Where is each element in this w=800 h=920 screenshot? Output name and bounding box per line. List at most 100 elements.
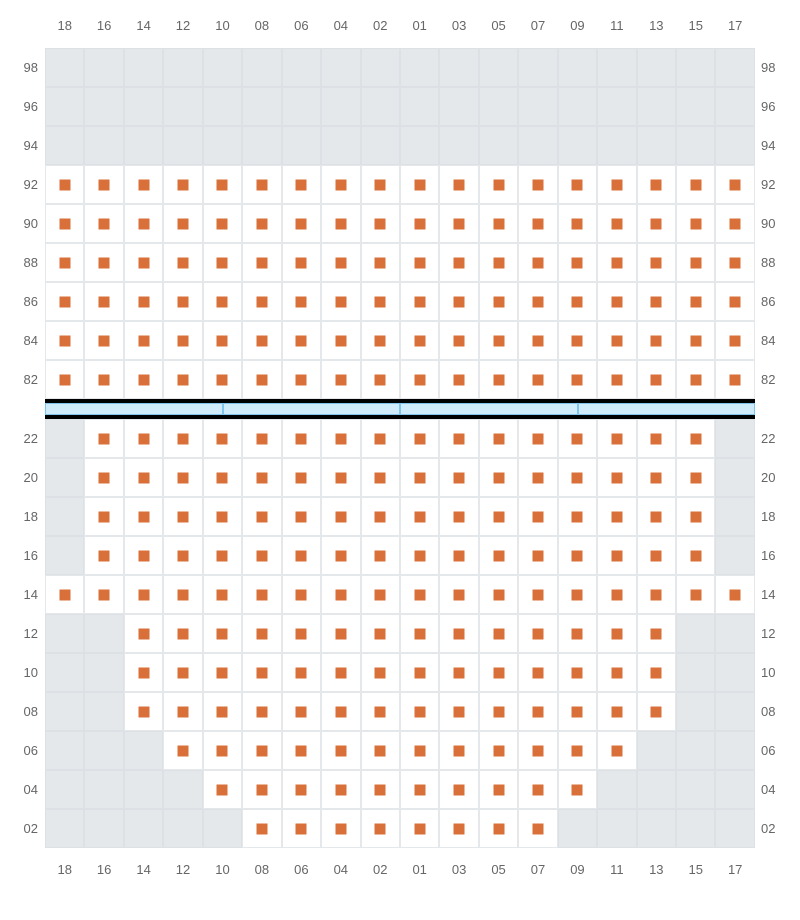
seat-cell[interactable]: [282, 809, 321, 848]
seat-cell[interactable]: [84, 497, 123, 536]
seat-cell[interactable]: [282, 419, 321, 458]
seat-cell[interactable]: [400, 458, 439, 497]
seat-cell[interactable]: [282, 458, 321, 497]
seat-cell[interactable]: [321, 809, 360, 848]
seat-cell[interactable]: [439, 653, 478, 692]
seat-cell[interactable]: [597, 692, 636, 731]
seat-cell[interactable]: [124, 321, 163, 360]
seat-cell[interactable]: [84, 165, 123, 204]
seat-cell[interactable]: [163, 419, 202, 458]
seat-cell[interactable]: [558, 243, 597, 282]
seat-cell[interactable]: [84, 321, 123, 360]
seat-cell[interactable]: [45, 165, 84, 204]
seat-cell[interactable]: [597, 575, 636, 614]
seat-cell[interactable]: [163, 536, 202, 575]
seat-cell[interactable]: [124, 243, 163, 282]
seat-cell[interactable]: [479, 692, 518, 731]
seat-cell[interactable]: [637, 419, 676, 458]
seat-cell[interactable]: [321, 282, 360, 321]
seat-cell[interactable]: [558, 282, 597, 321]
seat-cell[interactable]: [479, 204, 518, 243]
seat-cell[interactable]: [321, 165, 360, 204]
seat-cell[interactable]: [715, 321, 754, 360]
seat-cell[interactable]: [558, 165, 597, 204]
seat-cell[interactable]: [676, 497, 715, 536]
seat-cell[interactable]: [163, 575, 202, 614]
seat-cell[interactable]: [597, 419, 636, 458]
seat-cell[interactable]: [203, 497, 242, 536]
seat-cell[interactable]: [597, 653, 636, 692]
seat-cell[interactable]: [84, 575, 123, 614]
seat-cell[interactable]: [242, 360, 281, 399]
seat-cell[interactable]: [203, 419, 242, 458]
seat-cell[interactable]: [597, 731, 636, 770]
seat-cell[interactable]: [282, 536, 321, 575]
seat-cell[interactable]: [518, 458, 557, 497]
seat-cell[interactable]: [400, 653, 439, 692]
seat-cell[interactable]: [597, 497, 636, 536]
seat-cell[interactable]: [242, 653, 281, 692]
seat-cell[interactable]: [163, 614, 202, 653]
seat-cell[interactable]: [637, 360, 676, 399]
seat-cell[interactable]: [518, 770, 557, 809]
seat-cell[interactable]: [361, 614, 400, 653]
seat-cell[interactable]: [84, 282, 123, 321]
seat-cell[interactable]: [321, 614, 360, 653]
seat-cell[interactable]: [361, 692, 400, 731]
seat-cell[interactable]: [479, 497, 518, 536]
seat-cell[interactable]: [282, 575, 321, 614]
seat-cell[interactable]: [479, 731, 518, 770]
seat-cell[interactable]: [637, 575, 676, 614]
seat-cell[interactable]: [518, 165, 557, 204]
seat-cell[interactable]: [715, 575, 754, 614]
seat-cell[interactable]: [163, 458, 202, 497]
seat-cell[interactable]: [242, 614, 281, 653]
seat-cell[interactable]: [124, 458, 163, 497]
seat-cell[interactable]: [637, 497, 676, 536]
seat-cell[interactable]: [361, 536, 400, 575]
seat-cell[interactable]: [361, 204, 400, 243]
seat-cell[interactable]: [637, 614, 676, 653]
seat-cell[interactable]: [124, 653, 163, 692]
seat-cell[interactable]: [124, 165, 163, 204]
seat-cell[interactable]: [203, 692, 242, 731]
seat-cell[interactable]: [479, 614, 518, 653]
seat-cell[interactable]: [597, 165, 636, 204]
seat-cell[interactable]: [597, 204, 636, 243]
seat-cell[interactable]: [558, 614, 597, 653]
seat-cell[interactable]: [242, 809, 281, 848]
seat-cell[interactable]: [45, 360, 84, 399]
seat-cell[interactable]: [400, 360, 439, 399]
seat-cell[interactable]: [361, 575, 400, 614]
seat-cell[interactable]: [518, 536, 557, 575]
seat-cell[interactable]: [558, 770, 597, 809]
seat-cell[interactable]: [676, 419, 715, 458]
seat-cell[interactable]: [400, 204, 439, 243]
seat-cell[interactable]: [45, 321, 84, 360]
seat-cell[interactable]: [439, 458, 478, 497]
seat-cell[interactable]: [676, 360, 715, 399]
seat-cell[interactable]: [518, 497, 557, 536]
seat-cell[interactable]: [637, 321, 676, 360]
seat-cell[interactable]: [124, 575, 163, 614]
seat-cell[interactable]: [439, 692, 478, 731]
seat-cell[interactable]: [321, 458, 360, 497]
seat-cell[interactable]: [163, 165, 202, 204]
seat-cell[interactable]: [203, 575, 242, 614]
seat-cell[interactable]: [558, 731, 597, 770]
seat-cell[interactable]: [558, 419, 597, 458]
seat-cell[interactable]: [400, 692, 439, 731]
seat-cell[interactable]: [361, 419, 400, 458]
seat-cell[interactable]: [400, 419, 439, 458]
seat-cell[interactable]: [163, 497, 202, 536]
seat-cell[interactable]: [715, 165, 754, 204]
seat-cell[interactable]: [597, 243, 636, 282]
seat-cell[interactable]: [518, 282, 557, 321]
seat-cell[interactable]: [400, 165, 439, 204]
seat-cell[interactable]: [715, 282, 754, 321]
seat-cell[interactable]: [518, 321, 557, 360]
seat-cell[interactable]: [715, 360, 754, 399]
seat-cell[interactable]: [242, 165, 281, 204]
seat-cell[interactable]: [282, 165, 321, 204]
seat-cell[interactable]: [676, 165, 715, 204]
